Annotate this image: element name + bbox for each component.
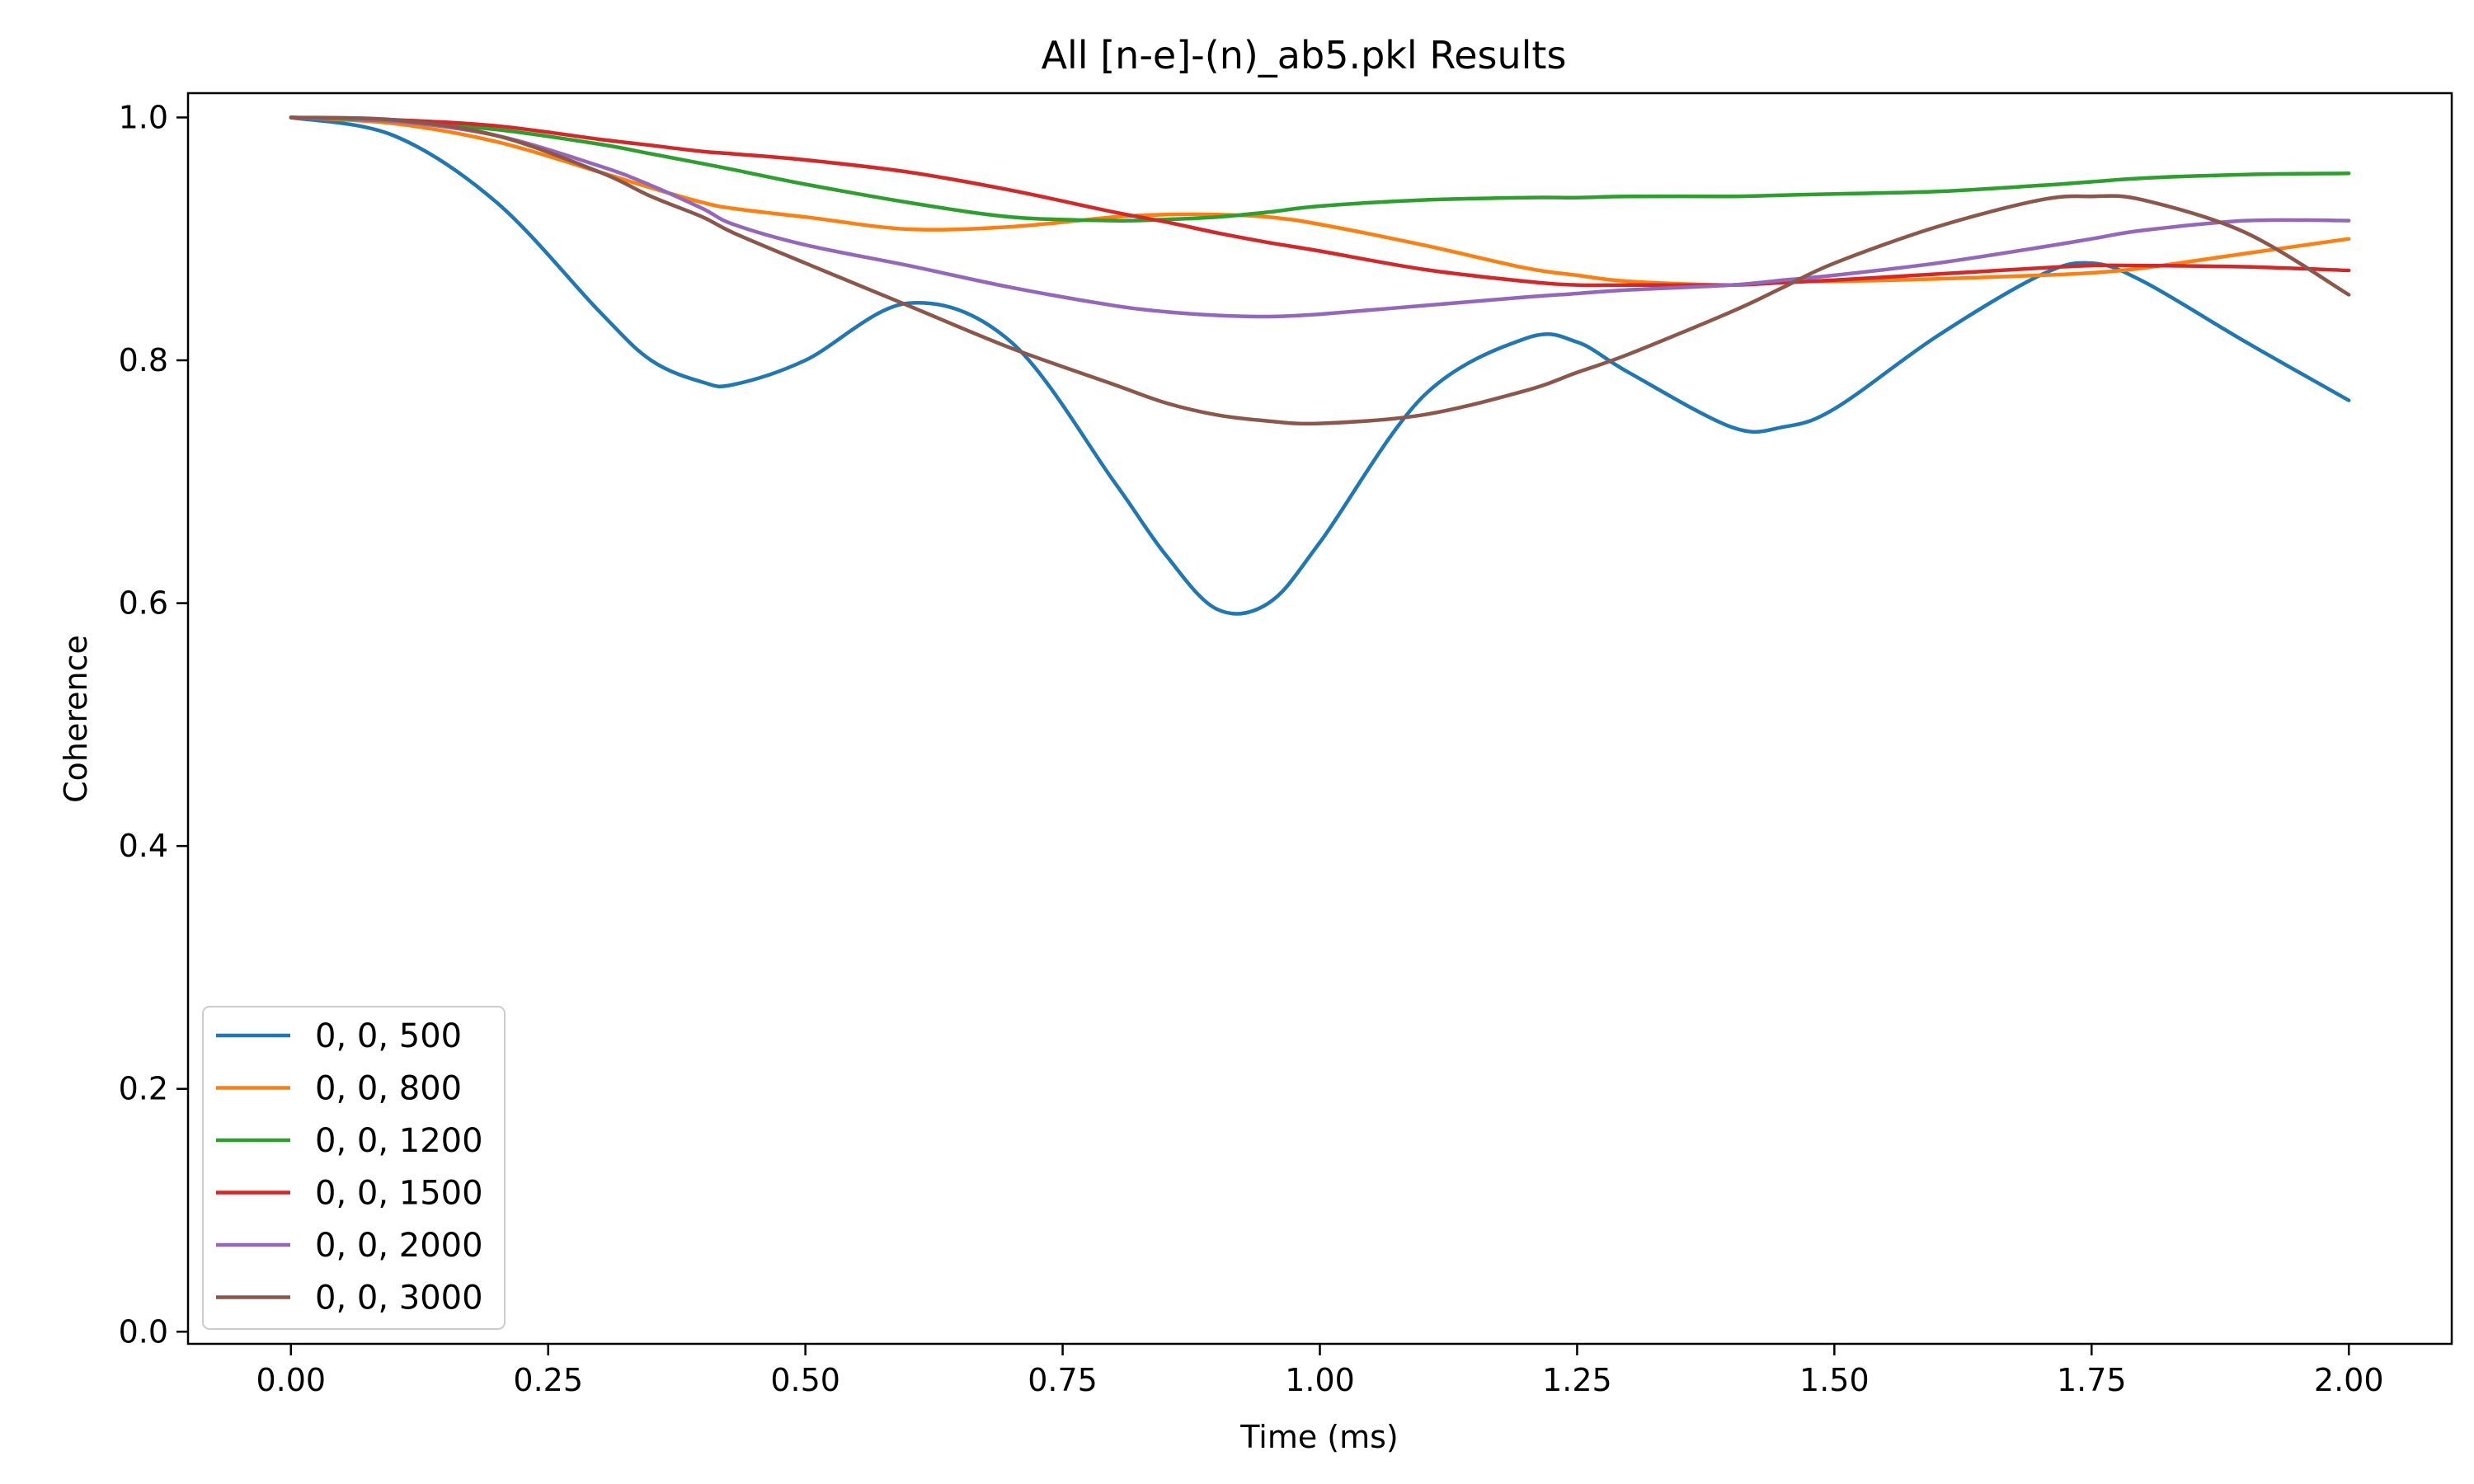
legend-label-5: 0, 0, 2000 (315, 1227, 483, 1265)
x-axis-label: Time (ms) (1239, 1419, 1399, 1455)
x-tick-label: 2.00 (2314, 1362, 2384, 1398)
legend-label-2: 0, 0, 800 (315, 1070, 462, 1108)
y-tick-label: 0.6 (119, 585, 168, 622)
x-axis: 0.00 0.25 0.50 0.75 1.00 1.25 1.50 1.75 2.00 (256, 1344, 2384, 1398)
y-axis: 0.0 0.2 0.4 0.6 0.8 1.0 (119, 99, 188, 1350)
x-tick-label: 0.00 (256, 1362, 326, 1398)
y-tick-label: 0.4 (119, 828, 168, 864)
legend-label-6: 0, 0, 3000 (315, 1280, 483, 1317)
series-layer (289, 115, 2351, 616)
legend: 0, 0, 500 0, 0, 800 0, 0, 1200 0, 0, 1500 0,… (202, 1006, 506, 1330)
x-tick-label: 1.75 (2057, 1362, 2127, 1398)
series-line-6 (289, 115, 2351, 426)
chart-title: All [n-e]-(n)_ab5.pkl Results (1042, 33, 1567, 77)
series-line-1 (289, 115, 2351, 616)
series-line-4 (289, 115, 2351, 288)
x-tick-label: 1.25 (1542, 1362, 1612, 1398)
x-tick-label: 0.25 (513, 1362, 583, 1398)
x-tick-label: 1.00 (1285, 1362, 1355, 1398)
y-tick-label: 1.0 (119, 99, 168, 135)
series-line-5 (289, 115, 2351, 319)
y-tick-label: 0.8 (119, 342, 168, 378)
series-line-3 (289, 115, 2351, 223)
y-tick-label: 0.2 (119, 1071, 168, 1107)
y-axis-label: Coherence (58, 635, 94, 803)
legend-label-4: 0, 0, 1500 (315, 1175, 483, 1213)
y-tick-label: 0.0 (119, 1313, 168, 1350)
legend-label-1: 0, 0, 500 (315, 1017, 462, 1055)
x-tick-label: 0.50 (770, 1362, 840, 1398)
series-line-2 (289, 115, 2351, 287)
legend-label-3: 0, 0, 1200 (315, 1122, 483, 1160)
x-tick-label: 0.75 (1028, 1362, 1098, 1398)
x-tick-label: 1.50 (1799, 1362, 1870, 1398)
